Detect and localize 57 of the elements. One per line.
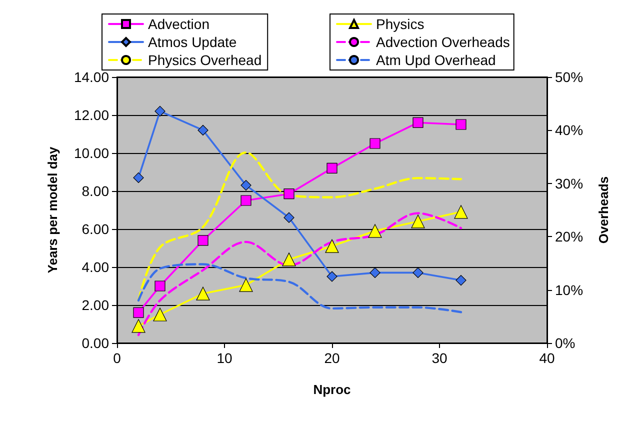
y-tick-label: 12.00 (74, 107, 110, 123)
y-tick-label: 0.00 (82, 335, 110, 351)
x-tick-label: 20 (324, 350, 340, 366)
point (154, 280, 166, 292)
y-tick-label: 14.00 (74, 69, 110, 85)
point (370, 138, 380, 149)
y2-tick-label: 50% (555, 69, 584, 85)
point (196, 286, 210, 300)
y2-axis-title: Overheads (596, 176, 611, 244)
y-tick-label: 2.00 (82, 297, 110, 313)
y-tick-label: 4.00 (82, 259, 110, 275)
point (456, 119, 466, 130)
y-tick-label: 10.00 (74, 145, 110, 161)
legend-label: Atmos Update (148, 34, 237, 50)
point (154, 106, 166, 116)
y2-tick-label: 40% (555, 122, 584, 138)
point (133, 307, 144, 318)
point (370, 267, 380, 278)
y-tick-label: 6.00 (82, 221, 110, 237)
point (412, 267, 424, 278)
point (411, 214, 425, 228)
point (239, 278, 253, 292)
point (454, 205, 468, 219)
point (198, 235, 208, 246)
y2-tick-label: 10% (555, 282, 584, 298)
x-tick-label: 10 (216, 350, 232, 366)
legend-label: Advection (148, 16, 210, 32)
point (326, 162, 338, 174)
legend-label: Physics Overhead (148, 52, 262, 68)
point (132, 319, 146, 333)
point (326, 271, 338, 282)
y-axis-title: Years per model day (45, 146, 60, 274)
y2-tick-label: 0% (555, 335, 576, 351)
x-tick-label: 40 (539, 350, 555, 366)
x-tick-label: 30 (432, 350, 448, 366)
point (153, 308, 167, 322)
line-series (137, 263, 462, 314)
point (412, 117, 424, 128)
y2-tick-label: 30% (555, 175, 584, 192)
y-tick-label: 8.00 (82, 183, 110, 199)
x-axis-title: Nproc (313, 382, 351, 397)
point (240, 180, 252, 191)
point (456, 275, 466, 286)
legend-label: Physics (376, 16, 424, 32)
point (240, 195, 252, 206)
point (325, 239, 339, 253)
legend-label: Atm Upd Overhead (376, 52, 496, 68)
point (284, 188, 294, 200)
point (368, 224, 382, 238)
point (284, 212, 294, 223)
y2-tick-label: 20% (555, 228, 584, 245)
x-tick-label: 0 (113, 350, 122, 366)
point (282, 252, 296, 266)
point (198, 124, 208, 136)
point (133, 172, 144, 183)
line-series (137, 151, 462, 302)
legend-label: Advection Overheads (376, 34, 510, 50)
